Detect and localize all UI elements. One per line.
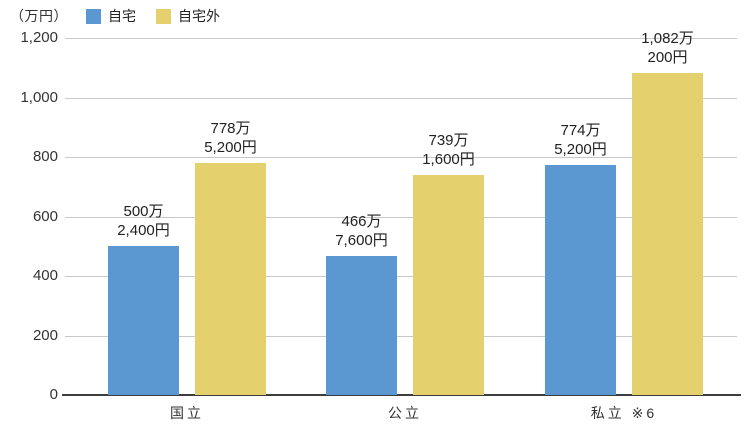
legend-swatch-away-icon bbox=[156, 8, 171, 24]
bar-away-2 bbox=[632, 73, 703, 395]
bar-away-1 bbox=[413, 175, 484, 395]
chart-header: （万円） 自宅 自宅外 bbox=[10, 6, 220, 26]
gridline-600 bbox=[65, 217, 737, 218]
legend-item-home: 自宅 bbox=[86, 6, 136, 26]
x-category-label-2: 私立 ※6 bbox=[590, 405, 658, 421]
bar-value-label-away-0: 778万 5,200円 bbox=[204, 120, 257, 156]
gridline-400 bbox=[65, 276, 737, 277]
bar-value-label-away-1: 739万 1,600円 bbox=[422, 132, 475, 168]
y-tick-label-400: 400 bbox=[32, 267, 58, 284]
x-axis-line bbox=[62, 394, 741, 396]
gridline-800 bbox=[65, 157, 737, 158]
y-axis-unit-label: （万円） bbox=[10, 8, 68, 24]
gridline-200 bbox=[65, 336, 737, 337]
bar-value-label-home-1: 466万 7,600円 bbox=[335, 213, 388, 249]
y-tick-label-0: 0 bbox=[49, 386, 58, 403]
gridline-1000 bbox=[65, 98, 737, 99]
legend-label-home: 自宅 bbox=[108, 8, 136, 24]
legend-item-away: 自宅外 bbox=[156, 6, 220, 26]
y-tick-label-600: 600 bbox=[32, 208, 58, 225]
legend: 自宅 自宅外 bbox=[86, 6, 220, 26]
bar-home-0 bbox=[108, 246, 179, 395]
y-tick-label-200: 200 bbox=[32, 327, 58, 344]
bar-away-0 bbox=[195, 163, 266, 395]
bar-value-label-home-0: 500万 2,400円 bbox=[117, 203, 170, 239]
y-tick-label-800: 800 bbox=[32, 148, 58, 165]
bar-value-label-away-2: 1,082万 200円 bbox=[641, 30, 694, 66]
x-category-label-0: 国立 bbox=[170, 405, 204, 421]
legend-label-away: 自宅外 bbox=[178, 8, 220, 24]
y-tick-label-1000: 1,000 bbox=[20, 89, 58, 106]
gridline-1200 bbox=[65, 38, 737, 39]
bar-home-2 bbox=[545, 165, 616, 395]
x-category-label-1: 公立 bbox=[388, 405, 422, 421]
y-tick-label-1200: 1,200 bbox=[20, 29, 58, 46]
legend-swatch-home-icon bbox=[86, 8, 101, 24]
bar-home-1 bbox=[326, 256, 397, 395]
bar-value-label-home-2: 774万 5,200円 bbox=[554, 122, 607, 158]
